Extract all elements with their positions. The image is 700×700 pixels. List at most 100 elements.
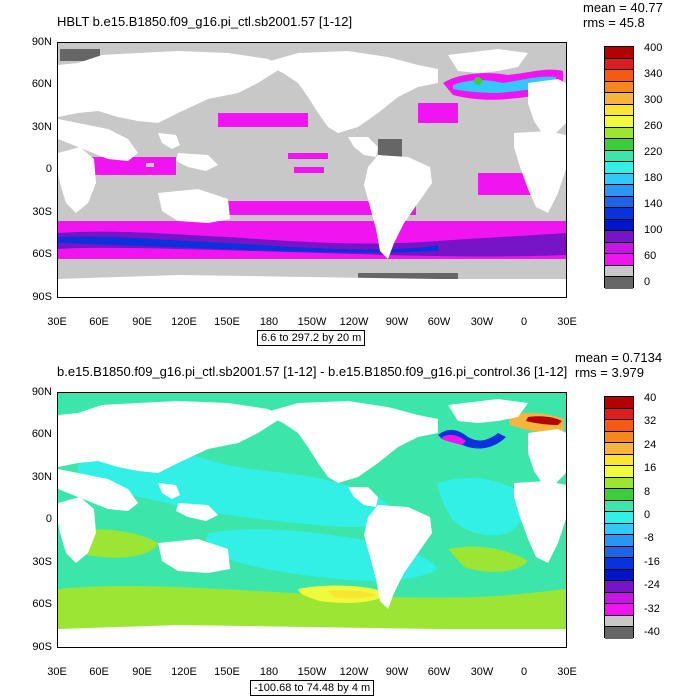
colorbar-swatch [605, 127, 633, 140]
lat-label: 60S [32, 598, 52, 610]
lon-label: 60W [427, 316, 451, 328]
nordic-anomaly-core [526, 416, 562, 425]
land [58, 399, 566, 647]
colorbar-label: -40 [644, 626, 660, 638]
contour-range-box: 6.6 to 297.2 by 20 m [257, 330, 366, 346]
lat-label: 30N [31, 121, 52, 133]
lat-label: 30S [32, 556, 52, 568]
colorbar-swatch [605, 627, 633, 639]
colorbar-label: 60 [644, 250, 657, 262]
colorbar-swatch [605, 231, 633, 243]
lon-label: 30E [47, 316, 67, 328]
lon-label: 180 [259, 666, 279, 678]
colorbar-swatch [605, 93, 633, 105]
colorbar-label: -8 [644, 532, 654, 545]
atlantic-patch [478, 173, 538, 195]
plot-title: HBLT b.e15.B1850.f09_g16.pi_ctl.sb2001.5… [57, 14, 353, 29]
lon-label: 150E [214, 666, 240, 678]
lon-label: 60E [89, 666, 109, 678]
lon-label: 90E [132, 666, 152, 678]
green-patches [58, 529, 566, 629]
contour-range-box: -100.68 to 74.48 by 4 m [250, 680, 375, 696]
lat-label: 60N [31, 428, 52, 440]
colorbar [604, 46, 634, 289]
colorbar-swatch [605, 139, 633, 151]
lon-label: 30W [470, 666, 494, 678]
southern-ocean-deep [58, 231, 566, 257]
colorbar-swatch [605, 219, 633, 232]
colorbar-swatch [605, 70, 633, 82]
lon-label: 60E [89, 316, 109, 328]
colorbar [604, 396, 634, 639]
plot-title: b.e15.B1850.f09_g16.pi_ctl.sb2001.57 [1-… [57, 364, 568, 379]
lon-label: 150E [214, 316, 240, 328]
colorbar-label: 0 [644, 509, 651, 521]
colorbar-swatch [605, 162, 633, 174]
south-pacific-patch [216, 201, 416, 215]
lat-label: 60N [31, 78, 52, 90]
colorbar-swatch [605, 408, 633, 421]
lat-label: 60S [32, 248, 52, 260]
colorbar-label: 8 [644, 485, 651, 498]
lon-label: 30E [47, 666, 67, 678]
colorbar-swatch [605, 242, 633, 255]
map-plot [57, 42, 567, 298]
stats-box: mean = 0.7134 rms = 3.979 [575, 350, 662, 380]
colorbar-swatch [605, 265, 633, 278]
lon-label: 120E [171, 316, 197, 328]
lat-label: 90N [31, 386, 52, 398]
colorbar-label: -32 [644, 602, 660, 615]
colorbar-swatch [605, 466, 633, 478]
colorbar-swatch [605, 431, 633, 444]
colorbar-swatch [605, 512, 633, 524]
colorbar-swatch [605, 581, 633, 593]
lon-label: 30E [557, 666, 577, 678]
lat-label: 90S [32, 641, 52, 653]
lon-label: 120W [339, 316, 369, 328]
colorbar-swatch [605, 47, 633, 59]
colorbar-swatch [605, 604, 633, 616]
colorbar-swatch [605, 454, 633, 467]
pacific-eq-patch [288, 153, 328, 159]
panel-hblt-diff: b.e15.B1850.f09_g16.pi_ctl.sb2001.57 [1-… [0, 350, 700, 700]
lat-label: 30S [32, 206, 52, 218]
colorbar-label: 260 [644, 120, 663, 132]
colorbar-swatch [605, 523, 633, 536]
pacific-eq-patch-2 [294, 167, 324, 173]
colorbar-label: 140 [644, 198, 663, 210]
colorbar-swatch [605, 535, 633, 547]
shelf-sea [60, 49, 100, 61]
lon-label: 90W [385, 316, 409, 328]
colorbar-swatch [605, 173, 633, 186]
lon-label: 90W [385, 666, 409, 678]
lon-label: 90E [132, 316, 152, 328]
southern-ocean-deeper [58, 236, 438, 253]
lat-label: 0 [45, 163, 52, 175]
colorbar-swatch [605, 546, 633, 559]
yellow-anomaly-core [328, 590, 376, 599]
colorbar-swatch [605, 592, 633, 605]
labrador-anomaly-neg [442, 434, 466, 445]
colorbar-swatch [605, 196, 633, 209]
land [58, 49, 566, 297]
colorbar-swatch [605, 81, 633, 94]
colorbar-label: 40 [644, 392, 657, 404]
lon-label: 150W [297, 316, 327, 328]
colorbar-label: 400 [644, 42, 663, 54]
colorbar-swatch [605, 443, 633, 455]
panel-hblt: HBLT b.e15.B1850.f09_g16.pi_ctl.sb2001.5… [31, 0, 663, 346]
lon-label: 180 [259, 316, 279, 328]
deep-convection-spot [474, 77, 482, 85]
lat-label: 90S [32, 291, 52, 303]
colorbar-swatch [605, 116, 633, 128]
colorbar-swatch [605, 489, 633, 501]
mean-value: mean = 0.7134 [575, 350, 663, 365]
lon-label: 150W [297, 666, 327, 678]
lon-label: 60W [427, 666, 451, 678]
colorbar-label: 0 [644, 276, 651, 288]
colorbar-label: 300 [644, 94, 663, 106]
colorbar-swatch [605, 277, 633, 289]
colorbar-swatch [605, 254, 633, 266]
lon-label: 0 [520, 316, 528, 328]
lat-label: 90N [31, 36, 52, 48]
